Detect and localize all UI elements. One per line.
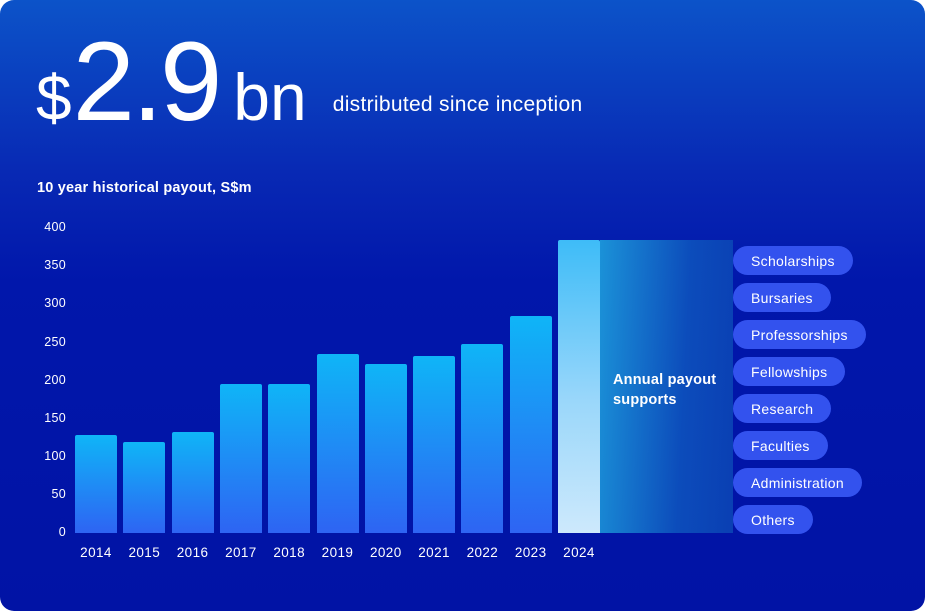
tag-pill-scholarships: Scholarships: [733, 246, 853, 275]
x-axis-label-2019: 2019: [321, 545, 354, 560]
headline-caption: distributed since inception: [332, 93, 583, 116]
x-axis-label-2018: 2018: [273, 545, 305, 560]
x-axis-label-2022: 2022: [466, 545, 499, 560]
x-axis-label-2020: 2020: [369, 545, 402, 560]
headline-currency: $: [36, 62, 72, 134]
chart-title: 10 year historical payout, S$m: [37, 180, 252, 196]
tag-pill-research: Research: [733, 394, 832, 423]
tag-pill-administration: Administration: [733, 468, 862, 497]
y-axis-label-250: 250: [44, 334, 66, 349]
y-axis-label-300: 300: [44, 296, 66, 311]
headline: $ 2.9 bn distributed since inception: [36, 26, 582, 138]
bar-2015: [123, 442, 166, 533]
annual-payout-band-label: Annual payout supports: [613, 372, 717, 408]
annual-payout-band: Annual payout supports: [600, 240, 733, 533]
y-axis-label-50: 50: [51, 486, 66, 501]
y-axis-label-100: 100: [44, 448, 66, 463]
bar-2019: [316, 354, 359, 533]
y-axis-label-150: 150: [44, 410, 66, 425]
tag-pill-fellowships: Fellowships: [733, 357, 846, 386]
y-axis-label-400: 400: [44, 220, 66, 235]
headline-amount: 2.9: [72, 19, 223, 144]
y-axis-label-0: 0: [58, 525, 66, 539]
x-axis-label-2021: 2021: [418, 545, 450, 560]
x-axis-label-2015: 2015: [128, 545, 161, 560]
bar-2022: [461, 344, 504, 533]
x-axis-label-2017: 2017: [225, 545, 257, 560]
y-axis-label-200: 200: [44, 372, 66, 387]
x-axis-label-2023: 2023: [514, 545, 547, 560]
bar-2021: [413, 356, 456, 533]
bar-2017: [219, 384, 262, 533]
bar-2018: [268, 384, 311, 533]
support-tags: Scholarships Bursaries Professorships Fello…: [733, 246, 866, 534]
x-axis-label-2024: 2024: [563, 545, 595, 560]
bar-2014: [75, 435, 117, 533]
bar-2020: [364, 364, 407, 533]
bar-2024: [558, 240, 600, 533]
headline-unit: bn: [233, 60, 307, 134]
x-axis-label-2016: 2016: [176, 545, 209, 560]
x-axis-label-2014: 2014: [80, 545, 112, 560]
tag-pill-professorships: Professorships: [733, 320, 866, 349]
tag-pill-bursaries: Bursaries: [733, 283, 831, 312]
y-axis-label-350: 350: [44, 258, 66, 273]
tag-pill-others: Others: [733, 505, 813, 534]
tag-pill-faculties: Faculties: [733, 431, 828, 460]
bar-2016: [171, 432, 214, 533]
bar-2023: [509, 316, 552, 533]
